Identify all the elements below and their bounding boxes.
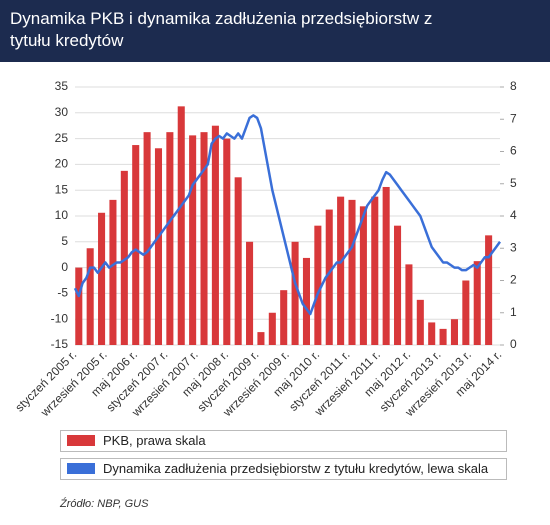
bar: [473, 261, 481, 345]
bar: [246, 241, 254, 345]
y-tick-label: 20: [55, 157, 69, 171]
y2-tick-label: 6: [510, 144, 517, 158]
bar: [109, 199, 117, 345]
bar: [394, 225, 402, 345]
y-tick-label: 35: [55, 79, 69, 93]
y2-tick-label: 7: [510, 111, 517, 125]
legend-label: Dynamika zadłużenia przedsiębiorstw z ty…: [103, 461, 489, 476]
bar: [268, 312, 276, 345]
bar: [405, 264, 413, 345]
bar: [359, 206, 367, 345]
bar: [211, 125, 219, 345]
bar: [462, 280, 470, 345]
header: Dynamika PKB i dynamika zadłużenia przed…: [0, 0, 550, 62]
y2-tick-label: 4: [510, 208, 517, 222]
bar: [223, 138, 231, 345]
y2-tick-label: 8: [510, 79, 517, 93]
y-tick-label: -5: [57, 286, 68, 300]
legend-item: Dynamika zadłużenia przedsiębiorstw z ty…: [60, 458, 507, 480]
y2-tick-label: 3: [510, 240, 517, 254]
bar: [143, 132, 151, 345]
line: [73, 114, 502, 316]
bar: [485, 235, 493, 345]
bar: [439, 328, 447, 345]
bar: [189, 135, 197, 345]
bar: [348, 199, 356, 345]
source: Źródło: NBP, GUS: [60, 498, 149, 510]
y-tick-label: 10: [55, 208, 69, 222]
bar: [450, 319, 458, 345]
bar: [98, 212, 106, 345]
bar: [120, 170, 128, 345]
bar: [257, 332, 265, 345]
bar: [371, 196, 379, 345]
bar: [86, 248, 94, 345]
y-tick-label: 25: [55, 131, 69, 145]
bar: [302, 257, 311, 345]
bar: [291, 241, 299, 345]
y-tick-label: 15: [55, 182, 69, 196]
bar: [132, 145, 140, 345]
bar: [325, 209, 333, 345]
bar: [177, 106, 185, 345]
y2-tick-label: 0: [510, 337, 517, 351]
y-tick-label: 0: [61, 260, 68, 274]
bar: [154, 148, 163, 345]
legend-swatch: [67, 435, 95, 446]
bar: [416, 299, 424, 345]
y-tick-label: -15: [51, 337, 69, 351]
bar: [382, 186, 390, 345]
legend-item: PKB, prawa skala: [60, 430, 507, 452]
bar: [75, 267, 83, 345]
y2-tick-label: 2: [510, 273, 517, 287]
y-tick-label: -10: [51, 311, 69, 325]
legend-label: PKB, prawa skala: [103, 433, 206, 448]
bar: [428, 322, 436, 345]
y2-tick-label: 5: [510, 176, 517, 190]
bar: [200, 132, 208, 345]
bar: [280, 290, 288, 345]
bar: [234, 177, 242, 345]
legend-swatch: [67, 463, 95, 474]
bar: [337, 196, 345, 345]
bar: [314, 225, 322, 345]
y-tick-label: 5: [61, 234, 68, 248]
y-tick-label: 30: [55, 105, 69, 119]
bar: [166, 132, 174, 345]
y2-tick-label: 1: [510, 305, 517, 319]
chart-title: Dynamika PKB i dynamika zadłużenia przed…: [10, 9, 433, 50]
